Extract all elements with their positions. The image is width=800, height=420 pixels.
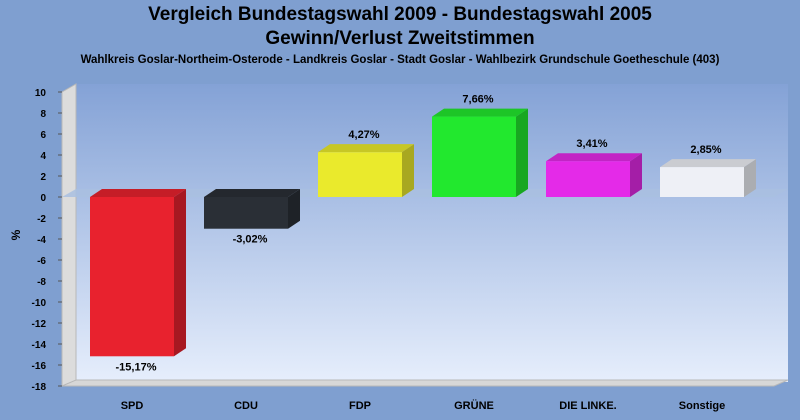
chart-title: Vergleich Bundestagswahl 2009 - Bundesta…	[148, 4, 652, 25]
chart-subtitle: Gewinn/Verlust Zweitstimmen	[265, 28, 535, 49]
y-tick-label: -14	[32, 340, 47, 351]
bar-value-label: -3,02%	[233, 234, 268, 246]
y-tick-label: 2	[40, 172, 46, 183]
bar	[546, 161, 630, 197]
y-tick-label: -8	[37, 277, 46, 288]
y-tick-label: 8	[40, 109, 46, 120]
bar-value-label: 7,66%	[462, 94, 493, 106]
bar-value-label: 2,85%	[690, 144, 721, 156]
y-tick-label: 0	[40, 193, 46, 204]
bar-side	[174, 189, 186, 357]
bar	[204, 197, 288, 229]
bars: -15,17% -3,02% 4,27% 7,66% 3,41% 2,85%	[90, 94, 756, 373]
x-category-label: SPD	[121, 400, 144, 412]
bar-side	[402, 144, 414, 197]
y-axis: 10 8 6 4 2 0 -2 -4 -6 -8 -10 -12 -14 -16 -18	[32, 88, 62, 393]
y-axis-label: %	[9, 229, 23, 240]
bar-value-label: 3,41%	[576, 138, 607, 150]
bar-top	[90, 189, 186, 197]
bar-top	[660, 159, 756, 168]
x-category-label: GRÜNE	[454, 399, 494, 412]
y-tick-label: 10	[35, 88, 47, 99]
y-tick-label: -10	[32, 298, 47, 309]
bar	[90, 197, 174, 357]
bar-side	[630, 153, 642, 197]
y-tick-label: -16	[32, 361, 47, 372]
y-tick-label: -18	[32, 382, 47, 393]
bar-side	[516, 108, 528, 197]
bar-top	[432, 108, 528, 117]
bar	[318, 152, 402, 197]
x-category-label: CDU	[234, 400, 258, 412]
y-tick-label: -4	[37, 235, 46, 246]
x-category-label: Sonstige	[679, 400, 725, 412]
bar	[660, 167, 744, 197]
bar-top	[204, 189, 300, 197]
y-tick-label: -12	[32, 319, 47, 330]
bar-side	[288, 189, 300, 229]
bar-side	[744, 159, 756, 197]
x-category-label: FDP	[349, 400, 371, 412]
bar-top	[546, 153, 642, 162]
bar	[432, 116, 516, 197]
y-tick-label: 4	[40, 151, 46, 162]
y-tick-label: 6	[40, 130, 46, 141]
y-tick-label: -2	[37, 214, 46, 225]
bar-value-label: -15,17%	[116, 361, 157, 373]
plot-floor	[61, 379, 789, 387]
bar-top	[318, 144, 414, 153]
bar-value-label: 4,27%	[348, 129, 379, 141]
chart-location-subtitle: Wahlkreis Goslar-Northeim-Osterode - Lan…	[80, 54, 720, 66]
x-category-label: DIE LINKE.	[559, 400, 616, 412]
x-axis-categories: SPD CDU FDP GRÜNE DIE LINKE. Sonstige	[121, 399, 726, 412]
plot-side-wall	[61, 83, 77, 387]
y-tick-label: -6	[37, 256, 46, 267]
